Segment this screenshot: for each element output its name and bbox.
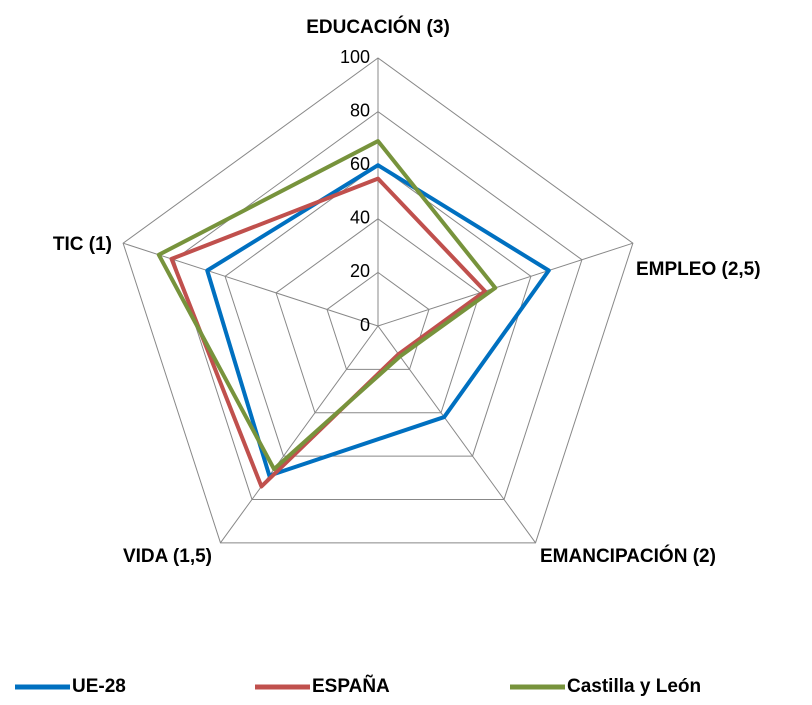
series-line — [156, 139, 498, 472]
tick-label: 100 — [340, 47, 370, 67]
axis-spoke — [377, 325, 536, 544]
grid-ring — [224, 164, 532, 457]
axis-spoke — [122, 242, 379, 327]
grid-ring — [122, 57, 634, 544]
legend-label: Castilla y León — [567, 676, 701, 697]
axis-label: EDUCACIÓN (3) — [306, 16, 450, 38]
axis-spoke — [377, 242, 634, 327]
tick-label: 80 — [350, 100, 370, 120]
axis-label: VIDA (1,5) — [123, 546, 212, 567]
legend-label: ESPAÑA — [312, 675, 390, 697]
series-line — [205, 163, 551, 478]
tick-label: 60 — [350, 154, 370, 174]
grid-ring — [326, 271, 430, 370]
tick-label: 0 — [360, 315, 370, 335]
axis-label: EMPLEO (2,5) — [636, 259, 761, 280]
tick-label: 40 — [350, 208, 370, 228]
axis-label: TIC (1) — [53, 234, 112, 255]
grid-ring — [275, 218, 481, 414]
grid-ring — [173, 110, 583, 500]
legend-label: UE-28 — [72, 676, 126, 697]
axis-spoke — [220, 325, 379, 544]
tick-label: 20 — [350, 261, 370, 281]
axis-label: EMANCIPACIÓN (2) — [540, 545, 716, 567]
